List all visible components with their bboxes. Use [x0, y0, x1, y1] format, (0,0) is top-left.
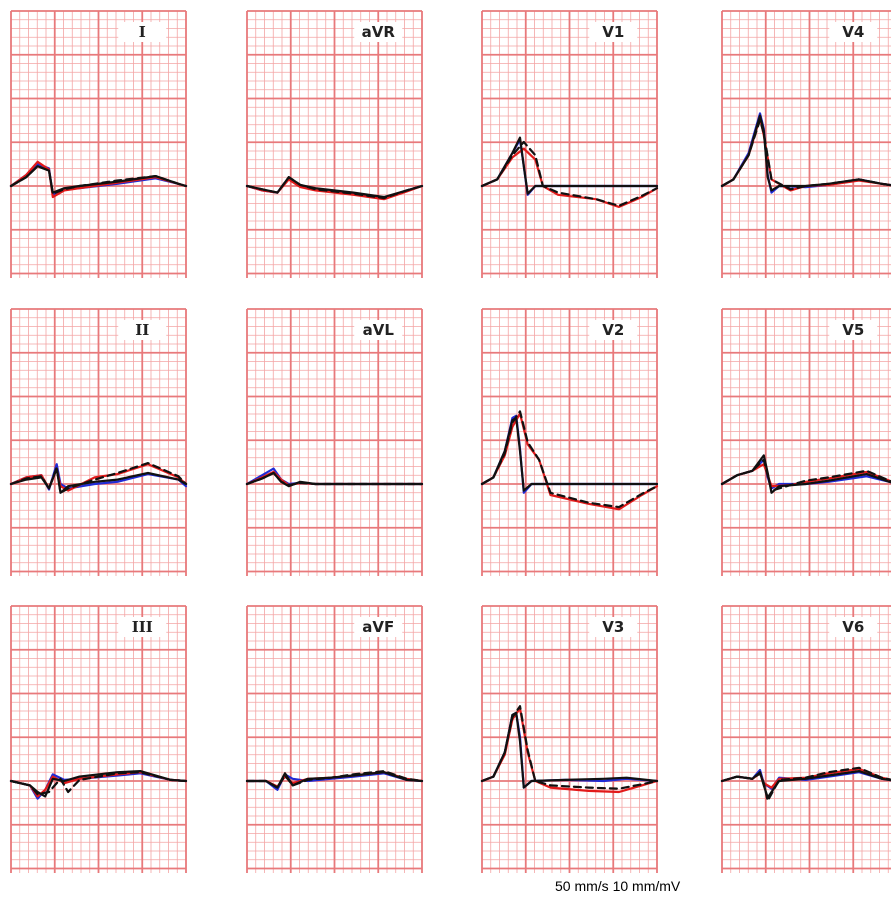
lead-label-bg — [589, 22, 638, 42]
lead-panel-v2: V2 — [480, 308, 659, 576]
trace-black-dashed-ii — [9, 462, 188, 494]
lead-panel-avf: aVF — [245, 605, 424, 873]
trace-black-dashed-v2 — [480, 410, 659, 509]
lead-label-bg — [118, 617, 167, 637]
lead-label-bg — [118, 320, 167, 340]
trace-black-v5 — [720, 454, 891, 494]
scale-footer: 50 mm/s 10 mm/mV — [555, 878, 681, 894]
lead-label-bg — [829, 22, 878, 42]
lead-label-bg — [589, 617, 638, 637]
lead-label-v4: V4 — [842, 23, 864, 41]
trace-black-dashed-v3 — [480, 705, 659, 790]
lead-label-iii: III — [132, 618, 153, 636]
lead-panel-avr: aVR — [245, 10, 424, 278]
lead-panel-v6: V6 — [720, 605, 891, 873]
trace-black-v3 — [480, 711, 659, 789]
lead-panel-i: I — [9, 10, 188, 278]
major-grid — [721, 308, 891, 576]
minor-grid — [721, 605, 891, 873]
lead-panel-ii: II — [9, 308, 188, 576]
trace-red-v2 — [480, 412, 659, 511]
lead-label-bg — [354, 617, 403, 637]
lead-label-v6: V6 — [842, 618, 864, 636]
major-grid — [246, 605, 423, 873]
trace-black-dashed-v6 — [720, 766, 891, 802]
trace-black-dashed-v5 — [720, 458, 891, 492]
lead-panel-v1: V1 — [480, 10, 659, 278]
trace-black-dashed-iii — [9, 771, 188, 796]
lead-label-ii: II — [135, 321, 149, 339]
major-grid — [721, 10, 891, 278]
lead-panel-avl: aVL — [245, 308, 424, 576]
trace-black-dashed-v4 — [720, 118, 891, 191]
lead-label-v5: V5 — [842, 321, 864, 339]
trace-black-dashed-i — [9, 165, 188, 195]
major-grid — [246, 10, 423, 278]
lead-label-bg — [589, 320, 638, 340]
trace-black-dashed-avr — [245, 176, 424, 200]
minor-grid — [721, 10, 891, 278]
lead-label-v1: V1 — [602, 23, 624, 41]
lead-label-bg — [829, 617, 878, 637]
lead-label-bg — [354, 320, 403, 340]
major-grid — [10, 605, 187, 873]
lead-panel-v5: V5 — [720, 308, 891, 576]
lead-label-v2: V2 — [602, 321, 624, 339]
major-grid — [721, 605, 891, 873]
lead-panel-v4: V4 — [720, 10, 891, 278]
lead-label-avf: aVF — [362, 618, 394, 636]
lead-label-bg — [829, 320, 878, 340]
lead-label-avl: aVL — [363, 321, 395, 339]
lead-panel-v3: V3 — [480, 605, 659, 873]
lead-label-bg — [354, 22, 403, 42]
lead-label-i: I — [139, 23, 146, 41]
minor-grid — [721, 308, 891, 576]
trace-black-dashed-avl — [245, 471, 424, 487]
lead-label-bg — [118, 22, 167, 42]
lead-label-avr: aVR — [362, 23, 396, 41]
lead-label-v3: V3 — [602, 618, 624, 636]
trace-black-dashed-avf — [245, 770, 424, 789]
trace-black-dashed-v1 — [480, 140, 659, 207]
lead-panel-iii: III — [9, 605, 188, 873]
